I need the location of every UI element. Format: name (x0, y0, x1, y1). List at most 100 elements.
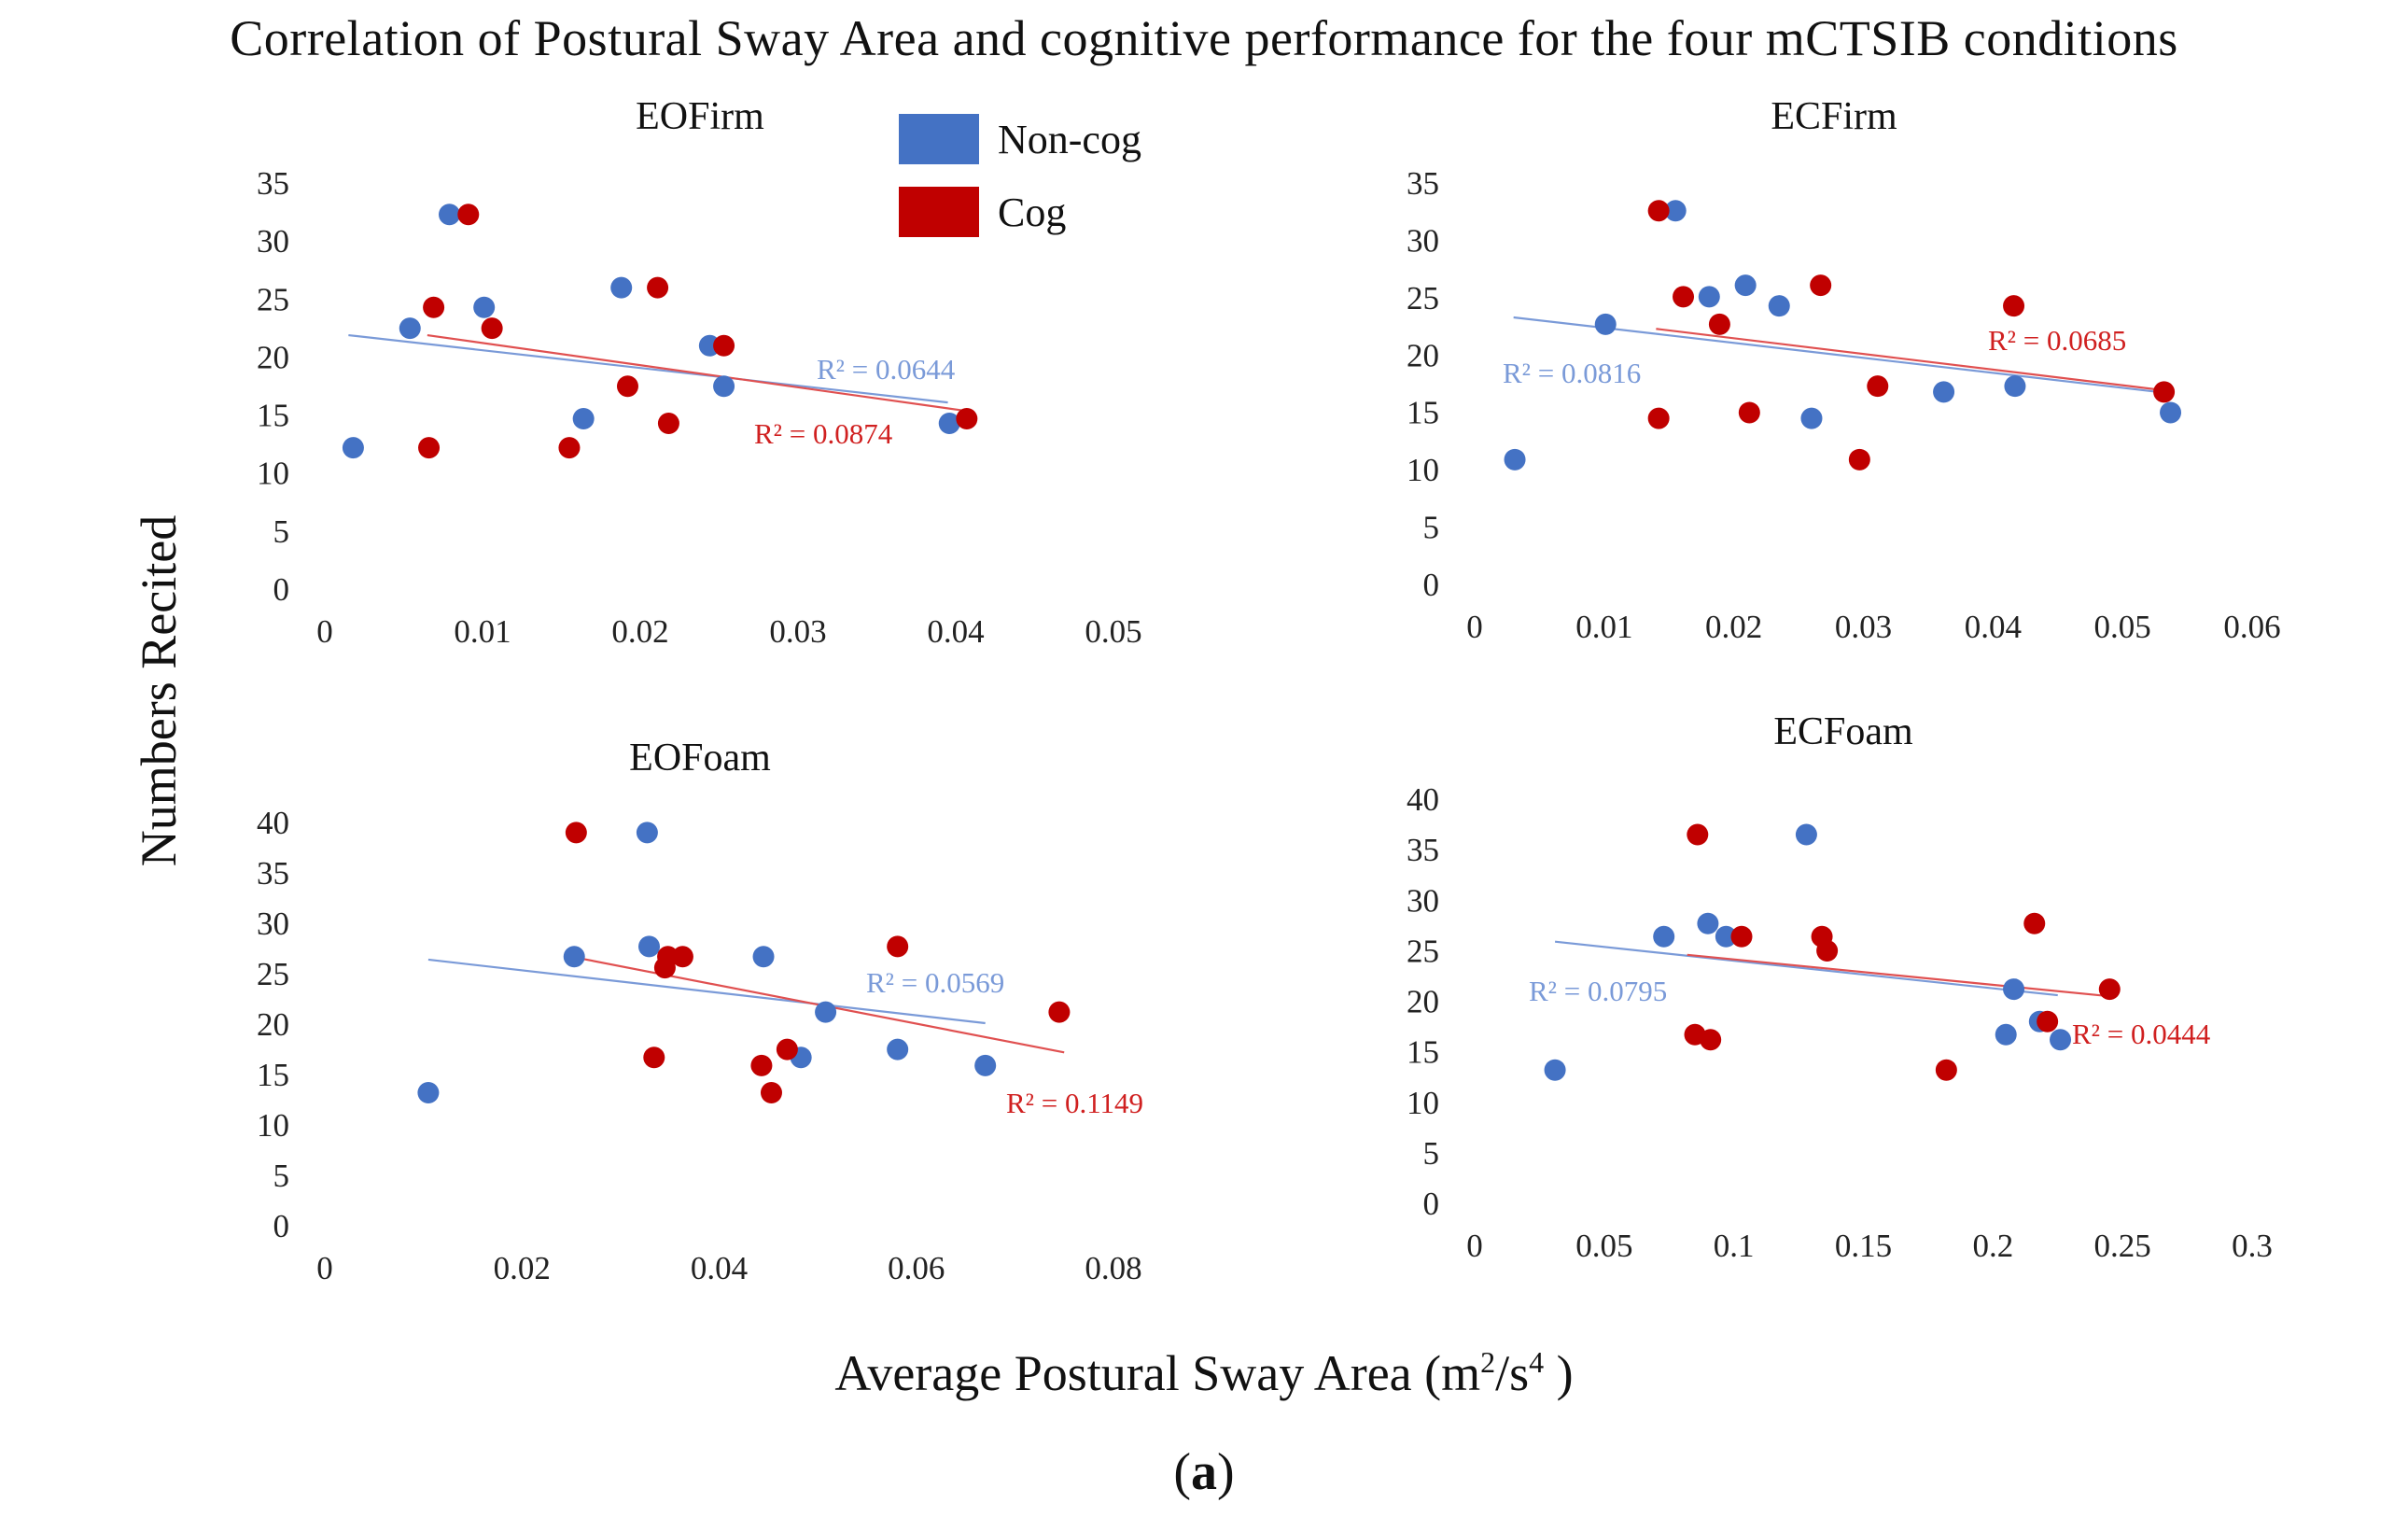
chart2-ytick-label: 10 (1407, 452, 1439, 488)
chart4-noncog-trendline (1554, 940, 2058, 997)
chart4-cog-r2-label: R² = 0.0444 (2072, 1018, 2211, 1050)
chart4-ytick-label: 25 (1407, 933, 1439, 969)
chart1-noncog-point (713, 375, 735, 398)
chart1-noncog-point (572, 408, 595, 430)
chart3-cog-point (887, 935, 909, 958)
chart4-cog-point (2037, 1010, 2059, 1032)
chart4-xtick-label: 0.3 (2232, 1228, 2273, 1264)
chart1-noncog-point (342, 437, 364, 459)
chart3-ytick-label: 20 (257, 1006, 289, 1043)
chart2-noncog-point (1933, 381, 1955, 403)
chart2-cog-point (1673, 286, 1695, 308)
chart1-ytick-label: 10 (257, 456, 289, 492)
chart1-xtick-label: 0 (316, 613, 333, 650)
chart2-cog-point (1867, 375, 1889, 398)
chart1-noncog-point (399, 317, 421, 340)
chart4-noncog-point (1715, 925, 1737, 948)
chart4-noncog-r2-label: R² = 0.0795 (1529, 975, 1667, 1007)
chart4-noncog-point (2003, 978, 2025, 1001)
chart3-title: EOFoam (629, 737, 771, 780)
chart2-noncog-point (1734, 274, 1757, 297)
chart2-noncog-r2-label: R² = 0.0816 (1503, 357, 1641, 389)
chart3-cog-point (1048, 1001, 1071, 1023)
panel-label: (a) (0, 1442, 2408, 1502)
chart2-noncog-point (1800, 407, 1823, 429)
chart2-noncog-point (1504, 448, 1526, 471)
chart4-ytick-label: 35 (1407, 832, 1439, 868)
chart2-noncog-point (1698, 286, 1720, 308)
chart1-ytick-label: 15 (257, 398, 289, 434)
chart4-cog-point (1700, 1029, 1722, 1051)
chart4-cog-point (2098, 978, 2121, 1001)
chart3-xtick-label: 0.08 (1085, 1250, 1141, 1286)
chart2-xtick-label: 0.03 (1835, 609, 1892, 645)
x-axis-label-mid: /s (1495, 1345, 1530, 1401)
chart2-noncog-point (2160, 401, 2182, 424)
chart1-ytick-label: 20 (257, 339, 289, 375)
chart2-noncog-point (1594, 313, 1617, 335)
x-axis-label: Average Postural Sway Area (m2/s4 ) (0, 1344, 2408, 1402)
legend: Non-cog Cog (899, 103, 1141, 248)
chart2-ytick-label: 5 (1423, 510, 1440, 546)
chart2-xtick-label: 0.01 (1575, 609, 1632, 645)
chart1-ytick-label: 30 (257, 223, 289, 260)
chart3-cog-point (565, 822, 587, 844)
x-axis-label-main: Average Postural Sway Area (m (834, 1345, 1481, 1401)
chart2-cog-point (1708, 313, 1730, 335)
chart2-noncog-trendline (1513, 316, 2168, 395)
chart4-noncog-point (1995, 1023, 2017, 1046)
chart1-title: EOFirm (636, 95, 764, 138)
legend-label-cog: Cog (998, 189, 1067, 235)
chart1-cog-point (956, 408, 978, 430)
chart3-noncog-point (887, 1038, 909, 1060)
chart4-xtick-label: 0.05 (1575, 1228, 1632, 1264)
chart1-cog-point (457, 204, 480, 226)
chart3-ytick-label: 15 (257, 1057, 289, 1093)
legend-label-noncog: Non-cog (998, 116, 1141, 162)
chart4-ytick-label: 20 (1407, 984, 1439, 1020)
chart1-noncog-point (610, 276, 633, 299)
chart1-ytick-label: 5 (273, 513, 290, 550)
chart2-ytick-label: 15 (1407, 395, 1439, 431)
chart3-noncog-point (752, 946, 775, 968)
chart4-xtick-label: 0.2 (1972, 1228, 2013, 1264)
chart4-xtick-label: 0.1 (1714, 1228, 1755, 1264)
chart2-xtick-label: 0 (1466, 609, 1483, 645)
chart3-xtick-label: 0.04 (691, 1250, 748, 1286)
chart2-cog-point (1647, 407, 1670, 429)
chart2-noncog-point (2004, 375, 2026, 398)
chart3-cog-point (643, 1046, 665, 1069)
chart3-cog-point (657, 946, 679, 968)
chart4-noncog-point (1795, 823, 1817, 846)
chart4-xtick-label: 0 (1466, 1228, 1483, 1264)
chart1-cog-point (647, 276, 669, 299)
chart3-noncog-point (636, 822, 658, 844)
chart1-xtick-label: 0.01 (454, 613, 511, 650)
chart1-cog-point (423, 296, 445, 318)
legend-swatch-cog (899, 187, 979, 237)
chart1-cog-point (481, 317, 503, 340)
legend-item-cog: Cog (899, 176, 1141, 248)
legend-item-noncog: Non-cog (899, 103, 1141, 176)
chart3-ytick-label: 35 (257, 855, 289, 892)
chart1-cog-trendline (427, 333, 964, 412)
chart4-noncog-point (2050, 1029, 2072, 1051)
chart2-cog-point (2153, 381, 2176, 403)
legend-swatch-noncog (899, 114, 979, 164)
chart3-noncog-point (563, 946, 585, 968)
figure-title: Correlation of Postural Sway Area and co… (230, 10, 2178, 66)
chart4-noncog-point (1653, 925, 1675, 948)
chart1-cog-point (713, 334, 735, 357)
panel-label-open: ( (1173, 1443, 1191, 1501)
x-axis-label-sup1: 2 (1480, 1345, 1496, 1379)
chart2-ytick-label: 25 (1407, 280, 1439, 316)
x-axis-label-end: ) (1544, 1345, 1574, 1401)
chart2-cog-r2-label: R² = 0.0685 (1988, 324, 2126, 357)
chart3-ytick-label: 0 (273, 1208, 290, 1244)
chart3-cog-point (760, 1082, 782, 1104)
chart4-ytick-label: 0 (1423, 1186, 1440, 1222)
chart1-noncog-r2-label: R² = 0.0644 (817, 353, 956, 386)
panel-label-close: ) (1217, 1443, 1235, 1501)
chart2-title: ECFirm (1771, 95, 1897, 138)
chart3-noncog-point (815, 1001, 837, 1023)
